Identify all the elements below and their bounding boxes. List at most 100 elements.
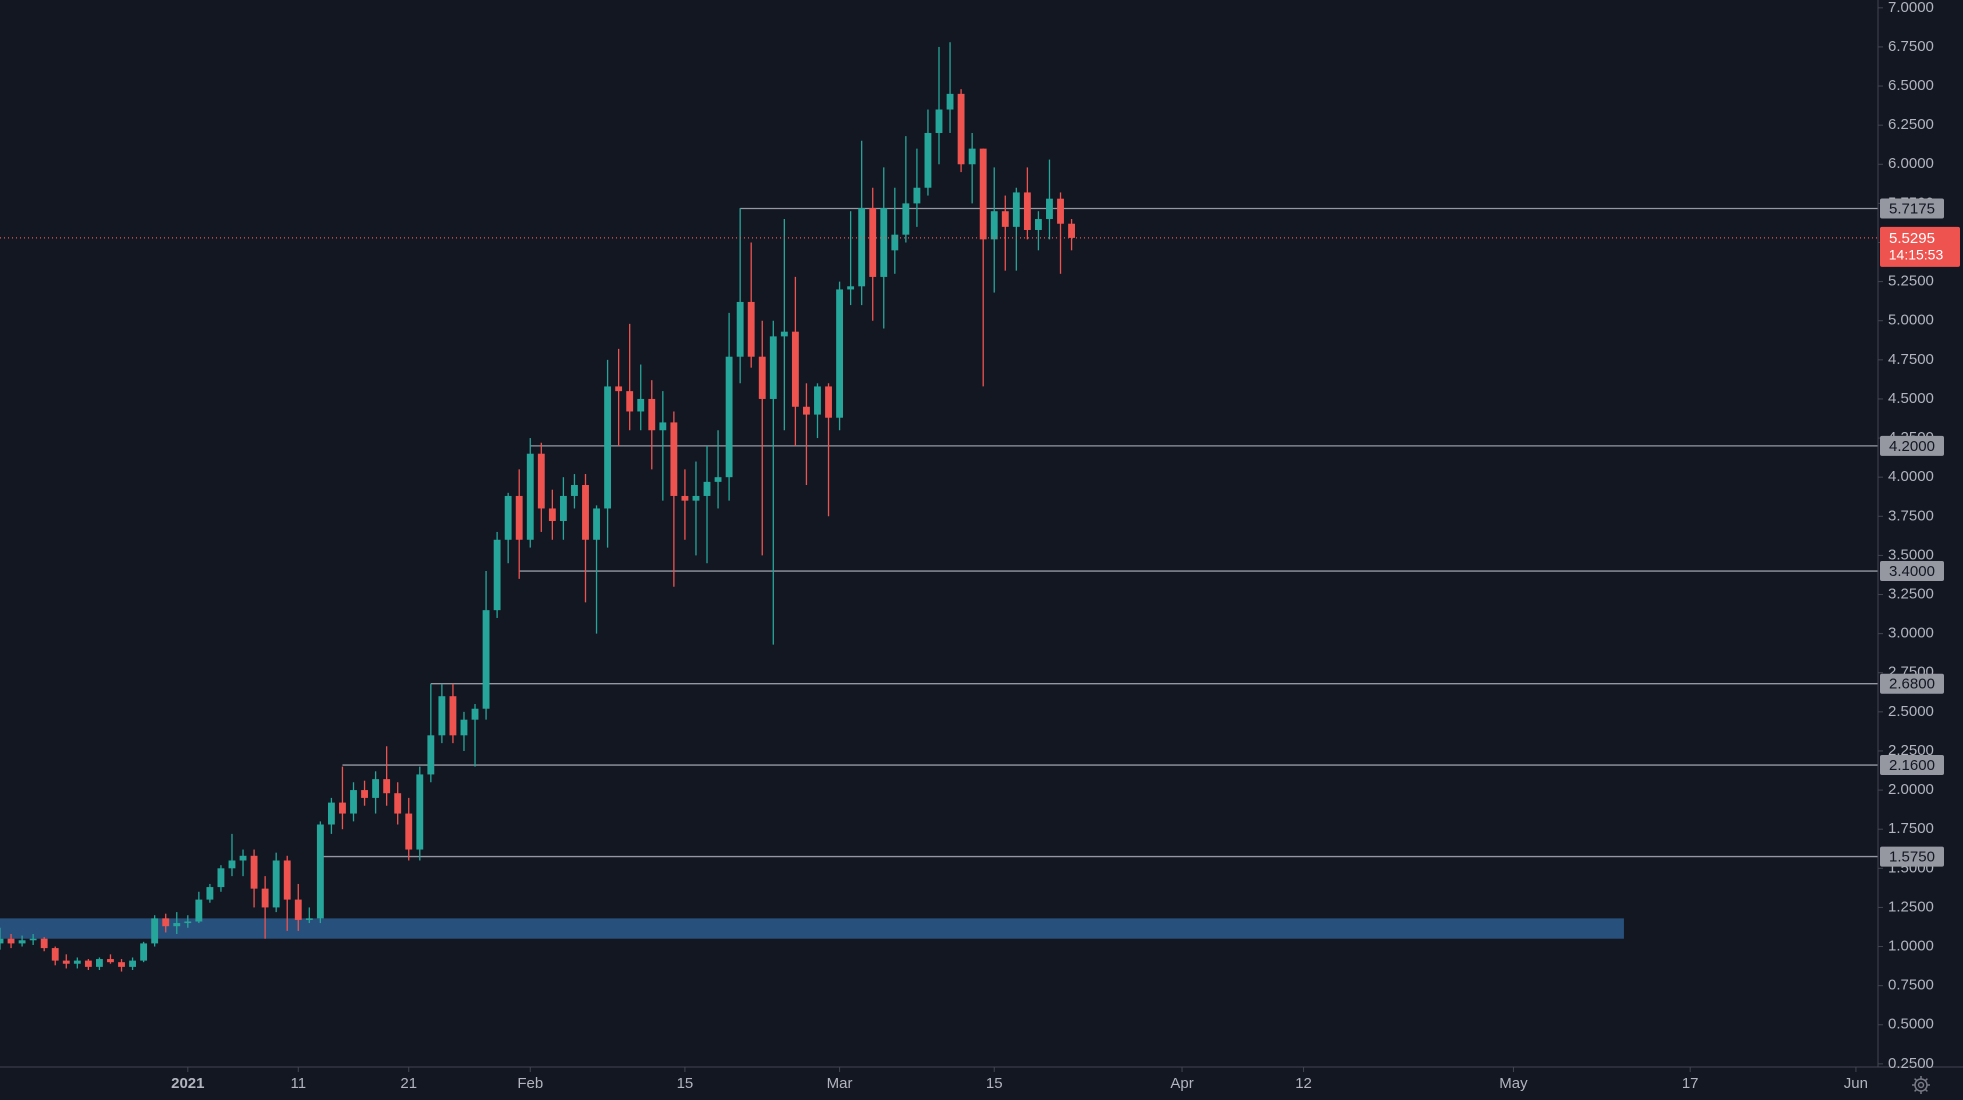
level-label: 1.5750 [1889, 849, 1935, 866]
candle-body [681, 495, 689, 501]
candle-body [803, 406, 810, 415]
level-label-box [1880, 846, 1944, 867]
candle-body [913, 187, 921, 204]
candle-body [780, 331, 788, 337]
level-label-box [1880, 198, 1944, 219]
level-label-box [1880, 673, 1944, 694]
candle-body [217, 868, 225, 888]
y-tick-label: 4.7500 [1888, 351, 1934, 368]
x-tick-label: 12 [1295, 1075, 1312, 1092]
x-tick-label: 11 [290, 1075, 306, 1092]
y-tick-label: 3.5000 [1888, 546, 1934, 563]
y-tick-label: 6.0000 [1888, 155, 1934, 172]
candle-body [305, 918, 313, 920]
candle-body [537, 453, 545, 509]
candle-body [95, 959, 103, 967]
candle-body [62, 960, 70, 964]
candle-body [173, 923, 181, 927]
candle-body [73, 960, 81, 964]
candle-body [758, 356, 766, 399]
y-tick-label: 1.0000 [1888, 938, 1934, 955]
candle-body [736, 301, 744, 357]
candle-body [18, 940, 26, 944]
level-label-box [1880, 755, 1944, 776]
candle-body [438, 696, 446, 736]
level-label: 2.1600 [1889, 757, 1935, 774]
level-label: 5.7175 [1889, 200, 1935, 217]
candle-body [394, 793, 402, 814]
candle-body [515, 495, 523, 540]
candle-body [825, 386, 832, 418]
candle-body [339, 802, 346, 814]
candle-body [140, 943, 148, 961]
candle-body [184, 921, 192, 924]
x-tick-label: 15 [986, 1075, 1003, 1092]
level-label-box [1880, 435, 1944, 456]
y-tick-label: 3.7500 [1888, 507, 1934, 524]
candle-body [769, 336, 777, 399]
y-tick-label: 6.7500 [1888, 38, 1934, 55]
candle-body [261, 888, 269, 908]
candle-body [968, 148, 976, 165]
settings-icon[interactable] [1912, 1076, 1930, 1094]
level-label: 4.2000 [1889, 438, 1935, 455]
candle-body [272, 860, 280, 908]
support-zone [0, 918, 1624, 939]
candle-body [0, 938, 4, 944]
axes: 0.25000.50000.75001.00001.25001.50001.75… [171, 0, 1960, 1092]
candle-body [703, 481, 711, 496]
candle-body [327, 802, 335, 825]
y-tick-label: 4.5000 [1888, 390, 1934, 407]
candle-body [493, 539, 501, 611]
candle-body [1023, 192, 1031, 230]
candle-body [869, 208, 877, 277]
candle-body [836, 289, 844, 418]
x-tick-label: Apr [1170, 1075, 1193, 1092]
candle-body [725, 356, 733, 478]
candle-body [559, 495, 567, 521]
level-label-box [1880, 561, 1944, 582]
candle-body [659, 422, 667, 431]
candle-body [195, 899, 203, 922]
candle-body [604, 386, 612, 509]
candle-body [316, 824, 324, 919]
x-tick-label: Mar [827, 1075, 853, 1092]
candle-body [118, 962, 125, 967]
candle-body [51, 948, 59, 961]
candle-body [294, 899, 302, 920]
candle-body [891, 234, 899, 251]
candle-body [593, 508, 600, 540]
y-tick-label: 6.5000 [1888, 77, 1934, 94]
candle-body [847, 286, 855, 290]
candle-body [714, 477, 722, 482]
level-label: 2.6800 [1889, 676, 1935, 693]
candle-body [416, 774, 424, 850]
y-tick-label: 3.0000 [1888, 625, 1934, 642]
y-tick-label: 2.5000 [1888, 703, 1934, 720]
candle-body [1012, 192, 1020, 227]
x-tick-label: 21 [400, 1075, 417, 1092]
candle-body [206, 887, 214, 900]
candle-body [449, 696, 457, 736]
candle-body [460, 719, 468, 736]
candle-body [40, 938, 48, 949]
candle-body [858, 208, 866, 287]
y-tick-label: 1.2500 [1888, 898, 1934, 915]
candle-body [151, 918, 159, 944]
candle-body [902, 203, 910, 235]
countdown: 14:15:53 [1889, 247, 1944, 263]
candle-body [239, 855, 247, 861]
candle-body [692, 495, 700, 501]
candle-body [1001, 211, 1009, 227]
candle-body [1046, 198, 1053, 220]
candle-body [383, 779, 391, 794]
x-tick-label: 17 [1682, 1075, 1699, 1092]
candle-body [482, 610, 490, 709]
candle-body [582, 485, 589, 540]
candle-body [747, 301, 755, 357]
y-tick-label: 3.2500 [1888, 585, 1934, 602]
candle-body [990, 211, 998, 240]
candle-body [814, 386, 821, 415]
candle-body [84, 960, 92, 967]
